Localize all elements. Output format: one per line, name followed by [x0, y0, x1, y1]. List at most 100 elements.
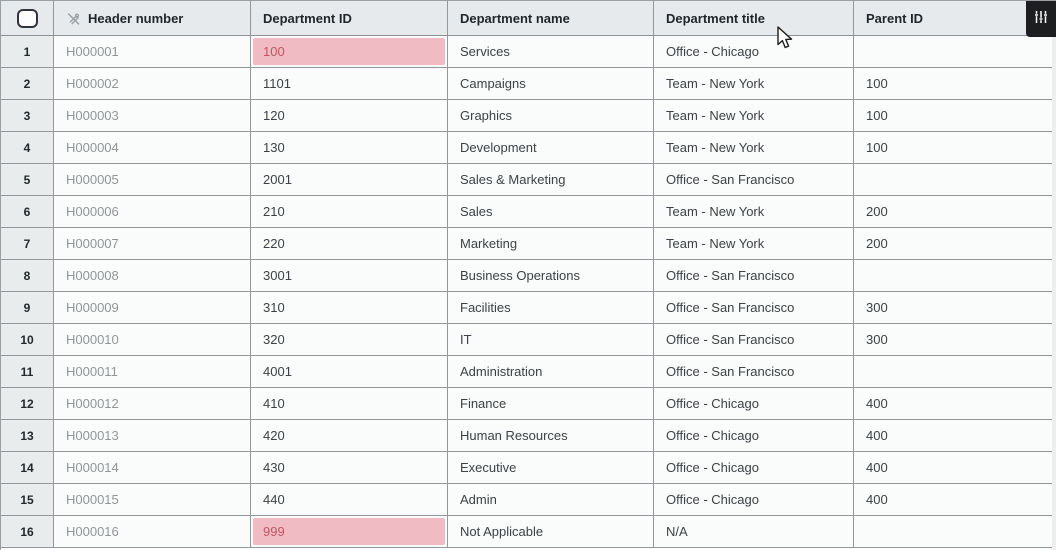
- row-number[interactable]: 6: [1, 196, 54, 228]
- row-number[interactable]: 13: [1, 420, 54, 452]
- cell-department-name[interactable]: Business Operations: [448, 260, 654, 292]
- cell-department-id[interactable]: 310: [251, 292, 448, 324]
- cell-department-id[interactable]: 220: [251, 228, 448, 260]
- cell-parent-id[interactable]: 100: [854, 132, 1056, 164]
- cell-department-title[interactable]: Office - San Francisco: [654, 324, 854, 356]
- cell-department-id[interactable]: 2001: [251, 164, 448, 196]
- cell-department-id[interactable]: 430: [251, 452, 448, 484]
- cell-header-number[interactable]: H000004: [54, 132, 251, 164]
- cell-department-id[interactable]: 410: [251, 388, 448, 420]
- cell-parent-id[interactable]: 200: [854, 228, 1056, 260]
- cell-parent-id[interactable]: [854, 164, 1056, 196]
- cell-department-id[interactable]: 100: [251, 36, 448, 68]
- cell-header-number[interactable]: H000002: [54, 68, 251, 100]
- cell-department-id[interactable]: 4001: [251, 356, 448, 388]
- cell-parent-id[interactable]: 100: [854, 100, 1056, 132]
- cell-department-title[interactable]: Office - Chicago: [654, 420, 854, 452]
- column-header-department-title[interactable]: Department title: [654, 1, 854, 36]
- cell-header-number[interactable]: H000005: [54, 164, 251, 196]
- cell-department-title[interactable]: N/A: [654, 516, 854, 548]
- cell-header-number[interactable]: H000007: [54, 228, 251, 260]
- select-all-checkbox[interactable]: [16, 8, 38, 28]
- row-number[interactable]: 5: [1, 164, 54, 196]
- cell-parent-id[interactable]: 200: [854, 196, 1056, 228]
- cell-department-title[interactable]: Team - New York: [654, 132, 854, 164]
- column-header-department-name[interactable]: Department name: [448, 1, 654, 36]
- cell-parent-id[interactable]: [854, 356, 1056, 388]
- cell-header-number[interactable]: H000013: [54, 420, 251, 452]
- row-number[interactable]: 10: [1, 324, 54, 356]
- cell-department-id[interactable]: 120: [251, 100, 448, 132]
- cell-header-number[interactable]: H000001: [54, 36, 251, 68]
- cell-department-title[interactable]: Office - San Francisco: [654, 356, 854, 388]
- cell-department-title[interactable]: Office - Chicago: [654, 388, 854, 420]
- cell-parent-id[interactable]: 400: [854, 420, 1056, 452]
- row-number[interactable]: 9: [1, 292, 54, 324]
- cell-department-name[interactable]: Administration: [448, 356, 654, 388]
- cell-department-name[interactable]: Executive: [448, 452, 654, 484]
- cell-department-name[interactable]: Sales: [448, 196, 654, 228]
- cell-department-name[interactable]: Facilities: [448, 292, 654, 324]
- cell-department-title[interactable]: Team - New York: [654, 228, 854, 260]
- row-number[interactable]: 11: [1, 356, 54, 388]
- cell-parent-id[interactable]: [854, 516, 1056, 548]
- cell-department-id[interactable]: 210: [251, 196, 448, 228]
- cell-department-title[interactable]: Team - New York: [654, 100, 854, 132]
- cell-department-title[interactable]: Office - San Francisco: [654, 260, 854, 292]
- cell-department-title[interactable]: Team - New York: [654, 68, 854, 100]
- cell-department-name[interactable]: Not Applicable: [448, 516, 654, 548]
- cell-parent-id[interactable]: [854, 36, 1056, 68]
- column-header-department-id[interactable]: Department ID: [251, 1, 448, 36]
- cell-header-number[interactable]: H000003: [54, 100, 251, 132]
- row-number[interactable]: 14: [1, 452, 54, 484]
- cell-header-number[interactable]: H000015: [54, 484, 251, 516]
- cell-department-name[interactable]: Development: [448, 132, 654, 164]
- cell-department-name[interactable]: Campaigns: [448, 68, 654, 100]
- cell-department-title[interactable]: Office - Chicago: [654, 36, 854, 68]
- cell-department-id[interactable]: 130: [251, 132, 448, 164]
- cell-parent-id[interactable]: [854, 260, 1056, 292]
- column-header-parent-id[interactable]: Parent ID: [854, 1, 1056, 36]
- column-settings-button[interactable]: [1026, 1, 1056, 37]
- cell-department-id[interactable]: 999: [251, 516, 448, 548]
- row-number[interactable]: 16: [1, 516, 54, 548]
- row-number[interactable]: 2: [1, 68, 54, 100]
- cell-parent-id[interactable]: 400: [854, 452, 1056, 484]
- cell-department-title[interactable]: Team - New York: [654, 196, 854, 228]
- cell-header-number[interactable]: H000011: [54, 356, 251, 388]
- row-number[interactable]: 1: [1, 36, 54, 68]
- cell-department-title[interactable]: Office - San Francisco: [654, 164, 854, 196]
- cell-parent-id[interactable]: 400: [854, 388, 1056, 420]
- cell-department-name[interactable]: Admin: [448, 484, 654, 516]
- cell-department-title[interactable]: Office - San Francisco: [654, 292, 854, 324]
- cell-header-number[interactable]: H000016: [54, 516, 251, 548]
- cell-header-number[interactable]: H000014: [54, 452, 251, 484]
- cell-department-id[interactable]: 3001: [251, 260, 448, 292]
- cell-department-id[interactable]: 320: [251, 324, 448, 356]
- cell-parent-id[interactable]: 100: [854, 68, 1056, 100]
- cell-department-name[interactable]: Marketing: [448, 228, 654, 260]
- cell-department-name[interactable]: Finance: [448, 388, 654, 420]
- cell-parent-id[interactable]: 400: [854, 484, 1056, 516]
- row-number[interactable]: 8: [1, 260, 54, 292]
- cell-parent-id[interactable]: 300: [854, 324, 1056, 356]
- row-number[interactable]: 7: [1, 228, 54, 260]
- cell-department-name[interactable]: Services: [448, 36, 654, 68]
- cell-header-number[interactable]: H000006: [54, 196, 251, 228]
- cell-department-title[interactable]: Office - Chicago: [654, 484, 854, 516]
- row-number[interactable]: 15: [1, 484, 54, 516]
- cell-department-id[interactable]: 1101: [251, 68, 448, 100]
- cell-department-id[interactable]: 440: [251, 484, 448, 516]
- scrollbar-track[interactable]: [1052, 37, 1056, 550]
- cell-department-id[interactable]: 420: [251, 420, 448, 452]
- cell-parent-id[interactable]: 300: [854, 292, 1056, 324]
- cell-department-name[interactable]: Human Resources: [448, 420, 654, 452]
- row-number[interactable]: 3: [1, 100, 54, 132]
- cell-header-number[interactable]: H000009: [54, 292, 251, 324]
- row-number[interactable]: 4: [1, 132, 54, 164]
- cell-department-name[interactable]: Sales & Marketing: [448, 164, 654, 196]
- cell-department-name[interactable]: Graphics: [448, 100, 654, 132]
- cell-header-number[interactable]: H000010: [54, 324, 251, 356]
- cell-department-title[interactable]: Office - Chicago: [654, 452, 854, 484]
- cell-header-number[interactable]: H000008: [54, 260, 251, 292]
